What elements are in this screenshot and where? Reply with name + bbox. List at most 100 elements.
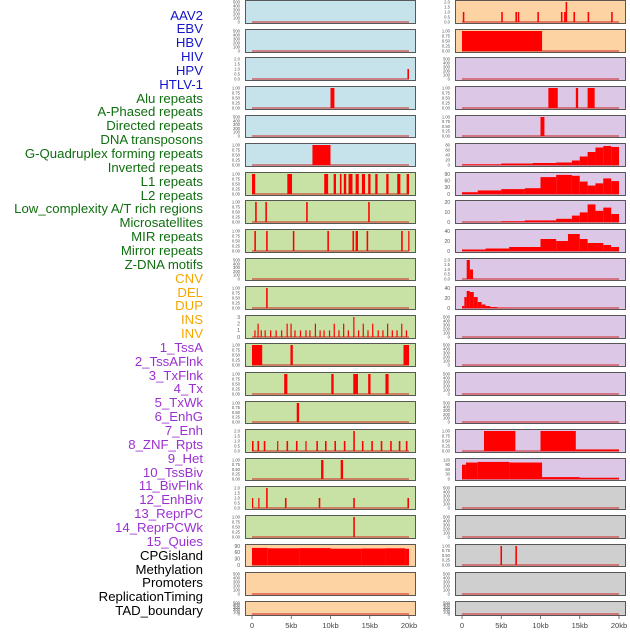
left-panel-cpgisland-bar (330, 548, 362, 565)
right-panel-7-enh-8-znf-rpts-bar (575, 449, 619, 451)
left-panel-dup-ins-inv-bar (286, 323, 288, 337)
right-panel-low-complexity-microsatellites-bar (587, 204, 596, 222)
left-panel-z-dna-ytick: 200 (233, 269, 241, 274)
right-panel-g-quadruplex-inverted-bar (579, 156, 588, 165)
right-panel-promoters-replicationtiming-ytick: 300 (443, 579, 451, 584)
left-panel-13-reprpc-14-reprpcwk-ytick: 0.00 (232, 534, 241, 539)
right-panel-13-reprpc-14-reprpcwk-ytick: 300 (443, 522, 451, 527)
right-panel-z-dna-ytick: 0.5 (444, 272, 450, 277)
right-panel-l1-l2-bar (524, 188, 541, 194)
track-label-l2-repeats: L2 repeats (140, 187, 203, 203)
right-panel-promoters-replicationtiming-ytick: 500 (443, 571, 451, 576)
track-label-replicationtiming: ReplicationTiming (98, 589, 203, 605)
left-panel-top-ytick: 400 (233, 3, 241, 8)
left-panel-5-txwk-6-enhg-ytick: 0.75 (232, 405, 241, 410)
track-label-inverted-repeats: Inverted repeats (107, 159, 203, 175)
right-panel-g-quadruplex-inverted-bar (587, 152, 596, 165)
left-panel-tad-boundary-ytick: 500 (233, 600, 241, 605)
right-panel-top (455, 0, 626, 24)
left-panel-dup-ins-inv-bar (309, 330, 311, 337)
left-panel-dup-ins-inv-bar (260, 330, 262, 337)
right-panel-5-txwk-6-enhg-ytick: 100 (443, 416, 451, 421)
left-panel-mir-mirror-ytick: 0.75 (232, 233, 241, 238)
right-panel-cnv-del (455, 286, 626, 310)
left-panel-l1-l2-ytick: 0.75 (232, 176, 241, 181)
left-panel-9-het-10-tssbiv-ytick: 0.50 (232, 467, 241, 472)
right-panel-dup-ins-inv (455, 315, 626, 339)
left-panel-tad-boundary-ytick: 0 (238, 611, 241, 616)
left-panel-11-bivflnk-12-enhbiv-ytick: 2.0 (234, 485, 240, 490)
track-label-del: DEL (177, 284, 203, 300)
left-panel-1-tssa-2-tssaflnk-bar (403, 345, 409, 365)
right-panel-5-txwk-6-enhg-ytick: 0 (448, 419, 451, 424)
right-panel-hiv-hpv-htlv-1-ytick: 500 (443, 56, 451, 61)
left-panel-7-enh-8-znf-rpts-bar (334, 441, 336, 451)
left-panel-7-enh-8-znf-rpts-bar (263, 441, 266, 451)
right-panel-mir-mirror-bar (587, 243, 604, 251)
left-panel-directed-dna-transposons-ytick: 0 (238, 133, 241, 138)
right-panel-hiv-hpv-htlv-1 (455, 57, 626, 81)
right-panel-low-complexity-microsatellites-bar (524, 220, 557, 222)
left-panel-top (245, 0, 416, 24)
right-panel-cpgisland-ytick: 0.25 (442, 558, 451, 563)
left-panel-dup-ins-inv-bar (270, 330, 272, 337)
left-panel-dup-ins-inv-bar (305, 330, 307, 337)
left-panel-dup-ins-inv-bar (254, 330, 256, 337)
left-panel-1-tssa-2-tssaflnk (245, 343, 416, 367)
left-panel-mir-mirror-bar (292, 231, 295, 251)
right-panel-promoters-replicationtiming (455, 572, 626, 596)
left-panel-l1-l2-bar (339, 174, 342, 194)
right-panel-1-tssa-2-tssaflnk-ytick: 0 (448, 362, 451, 367)
left-x-tick-label: 10kb (322, 621, 338, 630)
track-label-methylation: Methylation (135, 561, 203, 577)
right-panel-alu-a-phased-ytick: 0.25 (442, 100, 451, 105)
left-panel-directed-dna-transposons-ytick: 100 (233, 130, 241, 135)
left-panel-7-enh-8-znf-rpts-bar (390, 441, 392, 451)
left-panel-cpgisland-bar (252, 547, 268, 565)
left-panel-alu-a-phased-bar (330, 88, 335, 108)
right-panel-cnv-del-bar (462, 306, 465, 308)
right-panel-alu-a-phased-ytick: 0.50 (442, 95, 451, 100)
right-panel-top-bar (565, 2, 568, 22)
left-panel-directed-dna-transposons-ytick: 300 (233, 122, 241, 127)
left-panel-top-ytick: 100 (233, 15, 241, 20)
right-panel-l1-l2-ytick: 30 (444, 185, 450, 191)
right-panel-l1-l2-bar (477, 190, 502, 194)
right-panel-l1-l2-ytick: 0 (447, 192, 450, 198)
right-panel-9-het-10-tssbiv-ytick: 0 (448, 476, 451, 481)
left-panel-low-complexity-microsatellites-ytick: 0.50 (232, 209, 241, 214)
left-panel-ebv-hbv-ytick: 500 (233, 28, 241, 33)
right-panel-z-dna-ytick: 1.0 (444, 267, 450, 272)
left-panel-promoters-replicationtiming-ytick: 400 (233, 575, 241, 580)
right-panel-l1-l2-bar (571, 175, 580, 194)
left-panel-hiv-hpv-htlv-1-ytick: 2.0 (234, 56, 240, 61)
right-panel-top-bar (573, 12, 576, 22)
right-panel-l1-l2-bar (603, 178, 612, 194)
left-panel-mir-mirror-ytick: 1.00 (232, 228, 241, 233)
track-label-mirror-repeats: Mirror repeats (120, 242, 203, 258)
left-panel-cnv-del-bar (266, 288, 268, 308)
left-panel-l1-l2-bar (355, 174, 359, 194)
right-panel-top-bar (537, 12, 539, 22)
left-panel-dup-ins-inv-ytick: 0 (237, 335, 240, 341)
left-panel-hiv-hpv-htlv-1-ytick: 0.5 (234, 71, 240, 76)
left-panel-dup-ins-inv-bar (294, 330, 296, 337)
right-panel-directed-dna-transposons-ytick: 1.00 (442, 114, 451, 119)
left-panel-low-complexity-microsatellites-ytick: 0.00 (232, 219, 241, 224)
right-panel-promoters-replicationtiming-ytick: 400 (443, 575, 451, 580)
track-label-10-tssbiv: 10_TssBiv (142, 464, 203, 480)
left-panel-directed-dna-transposons-ytick: 500 (233, 114, 241, 119)
left-panel-11-bivflnk-12-enhbiv-ytick: 1.0 (234, 495, 240, 500)
right-panel-dup-ins-inv-ytick: 500 (443, 314, 451, 319)
right-panel-g-quadruplex-inverted-bar (611, 147, 619, 165)
left-panel-low-complexity-microsatellites (245, 200, 416, 224)
left-panel-z-dna-ytick: 400 (233, 261, 241, 266)
right-panel-9-het-10-tssbiv-ytick: 30 (445, 472, 450, 477)
left-panel-9-het-10-tssbiv-ytick: 0.00 (232, 476, 241, 481)
right-panel-3-txflnk-4-tx-ytick: 500 (443, 371, 451, 376)
right-panel-alu-a-phased-bar (587, 88, 595, 108)
right-panel-7-enh-8-znf-rpts-bar (483, 431, 516, 451)
right-panel-11-bivflnk-12-enhbiv-ytick: 400 (443, 489, 451, 494)
left-panel-l1-l2-bar (348, 174, 353, 194)
left-panel-11-bivflnk-12-enhbiv-bar (284, 498, 287, 508)
